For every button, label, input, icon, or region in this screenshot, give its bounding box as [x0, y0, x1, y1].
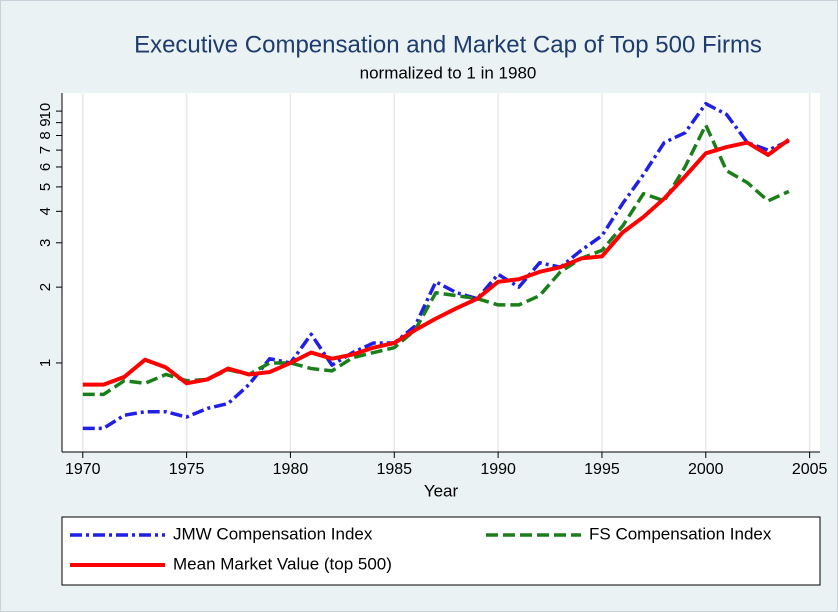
y-tick-label: 2	[37, 283, 54, 291]
y-tick-label: 7	[37, 146, 54, 154]
y-tick-label: 4	[37, 207, 54, 215]
y-tick-label: 3	[37, 239, 54, 247]
chart-title: Executive Compensation and Market Cap of…	[134, 31, 762, 58]
x-tick-label: 1970	[65, 461, 101, 478]
y-tick-label: 6	[37, 163, 54, 171]
y-tick-label: 9	[37, 118, 54, 126]
legend-label: Mean Market Value (top 500)	[173, 554, 392, 573]
series-line	[82, 138, 791, 387]
legend-label: FS Compensation Index	[589, 524, 772, 543]
x-axis-label: Year	[424, 481, 459, 500]
y-tick-label: 1	[37, 359, 54, 367]
x-tick-label: 1980	[273, 461, 309, 478]
series-line	[82, 101, 790, 431]
chart-subtitle: normalized to 1 in 1980	[360, 63, 537, 82]
y-tick-label: 5	[37, 183, 54, 191]
x-tick-label: 1975	[169, 461, 205, 478]
x-tick-label: 2000	[688, 461, 724, 478]
x-tick-label: 2005	[792, 461, 828, 478]
y-tick-label: 8	[37, 131, 54, 139]
x-tick-label: 1985	[376, 461, 412, 478]
legend-label: JMW Compensation Index	[173, 524, 373, 543]
x-tick-label: 1995	[584, 461, 620, 478]
y-tick-label: 10	[37, 103, 54, 120]
legend-box	[61, 516, 821, 586]
x-tick-label: 1990	[480, 461, 516, 478]
